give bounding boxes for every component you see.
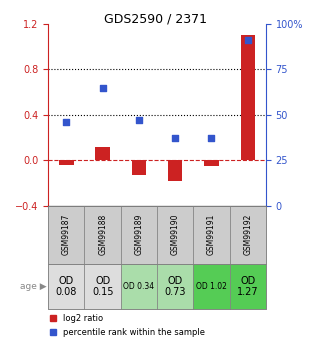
Bar: [204, 160, 219, 166]
Text: GSM99190: GSM99190: [171, 214, 180, 255]
Bar: [240, 36, 255, 160]
Text: GSM99191: GSM99191: [207, 214, 216, 255]
Bar: [85, 264, 121, 309]
Point: [64, 119, 69, 125]
Point: [173, 136, 178, 141]
Bar: [59, 160, 74, 165]
Text: OD
0.73: OD 0.73: [165, 276, 186, 297]
Bar: [132, 160, 146, 175]
Bar: [48, 206, 85, 264]
Text: log2 ratio: log2 ratio: [63, 314, 104, 323]
Bar: [157, 264, 193, 309]
Bar: [230, 264, 266, 309]
Bar: [193, 264, 230, 309]
Bar: [230, 206, 266, 264]
Text: OD 0.34: OD 0.34: [123, 282, 155, 291]
Text: percentile rank within the sample: percentile rank within the sample: [63, 328, 206, 337]
Bar: [157, 206, 193, 264]
Bar: [85, 206, 121, 264]
Point: [137, 118, 142, 123]
Point: [245, 38, 250, 43]
Bar: [48, 264, 85, 309]
Text: GSM99192: GSM99192: [243, 214, 252, 255]
Text: GSM99188: GSM99188: [98, 214, 107, 255]
Point: [209, 136, 214, 141]
Text: age ▶: age ▶: [20, 282, 46, 291]
Bar: [168, 160, 183, 180]
Point: [100, 85, 105, 90]
Text: OD
0.15: OD 0.15: [92, 276, 114, 297]
Bar: [95, 147, 110, 160]
Text: OD 1.02: OD 1.02: [196, 282, 227, 291]
Text: OD
1.27: OD 1.27: [237, 276, 258, 297]
Text: GSM99187: GSM99187: [62, 214, 71, 255]
Bar: [121, 206, 157, 264]
Text: GSM99189: GSM99189: [134, 214, 143, 255]
Text: GDS2590 / 2371: GDS2590 / 2371: [104, 12, 207, 25]
Text: OD
0.08: OD 0.08: [56, 276, 77, 297]
Bar: [193, 206, 230, 264]
Bar: [121, 264, 157, 309]
